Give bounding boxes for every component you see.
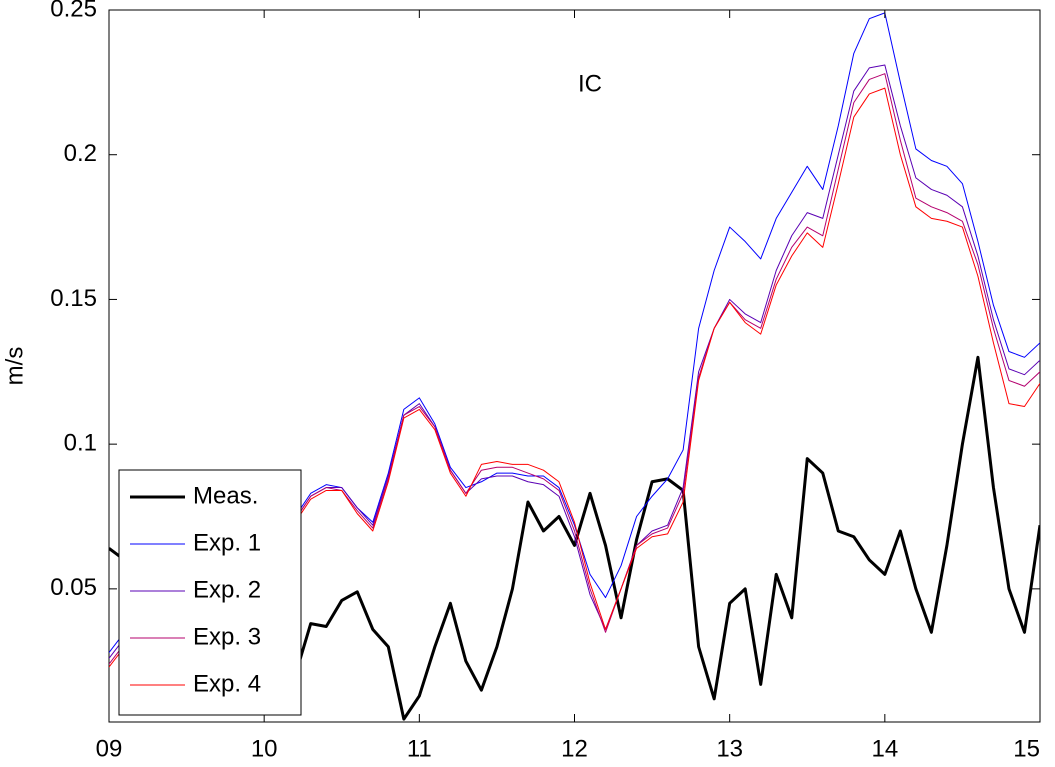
legend-box bbox=[118, 469, 302, 716]
y-tick-label: 0.05 bbox=[50, 574, 97, 601]
legend-label: Meas. bbox=[193, 482, 258, 509]
x-tick-label: 13 bbox=[716, 735, 743, 762]
y-axis-label: m/s bbox=[1, 347, 28, 386]
chart-title: IC bbox=[578, 70, 602, 97]
y-tick-label: 0.25 bbox=[50, 0, 97, 22]
legend-label: Exp. 3 bbox=[193, 623, 261, 650]
x-tick-label: 09 bbox=[96, 735, 123, 762]
x-tick-label: 11 bbox=[407, 735, 432, 762]
y-tick-label: 0.1 bbox=[64, 429, 97, 456]
x-tick-label: 10 bbox=[251, 735, 278, 762]
x-tick-label: 12 bbox=[561, 735, 588, 762]
legend-label: Exp. 4 bbox=[193, 670, 261, 697]
x-tick-label: 15 bbox=[1013, 735, 1040, 762]
x-tick-label: 14 bbox=[871, 735, 898, 762]
legend-label: Exp. 1 bbox=[193, 529, 261, 556]
legend-label: Exp. 2 bbox=[193, 576, 261, 603]
y-tick-label: 0.15 bbox=[50, 285, 97, 312]
y-tick-label: 0.2 bbox=[64, 140, 97, 167]
